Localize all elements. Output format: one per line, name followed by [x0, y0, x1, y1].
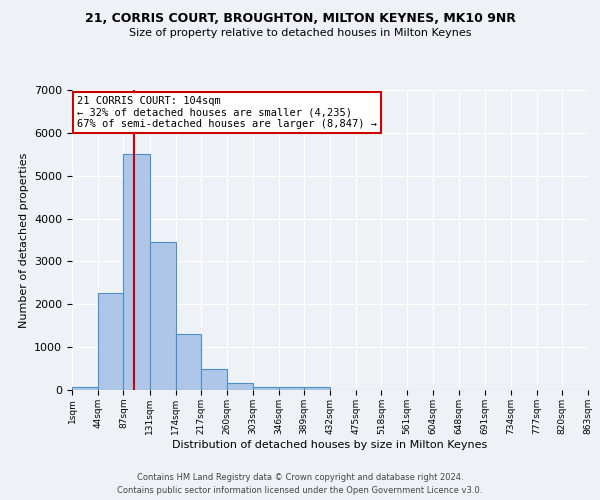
Text: 21 CORRIS COURT: 104sqm
← 32% of detached houses are smaller (4,235)
67% of semi: 21 CORRIS COURT: 104sqm ← 32% of detache… — [77, 96, 377, 129]
Text: Contains HM Land Registry data © Crown copyright and database right 2024.: Contains HM Land Registry data © Crown c… — [137, 472, 463, 482]
Bar — [98, 292, 124, 390]
Bar — [278, 386, 304, 390]
Bar — [201, 370, 227, 390]
Text: 21, CORRIS COURT, BROUGHTON, MILTON KEYNES, MK10 9NR: 21, CORRIS COURT, BROUGHTON, MILTON KEYN… — [85, 12, 515, 26]
Bar — [253, 386, 278, 390]
Text: Size of property relative to detached houses in Milton Keynes: Size of property relative to detached ho… — [129, 28, 471, 38]
Bar — [227, 383, 253, 390]
Bar — [150, 242, 176, 390]
X-axis label: Distribution of detached houses by size in Milton Keynes: Distribution of detached houses by size … — [172, 440, 488, 450]
Text: Contains public sector information licensed under the Open Government Licence v3: Contains public sector information licen… — [118, 486, 482, 495]
Bar — [176, 334, 201, 390]
Bar — [124, 154, 150, 390]
Y-axis label: Number of detached properties: Number of detached properties — [19, 152, 29, 328]
Bar — [72, 386, 98, 390]
Bar — [304, 387, 330, 390]
